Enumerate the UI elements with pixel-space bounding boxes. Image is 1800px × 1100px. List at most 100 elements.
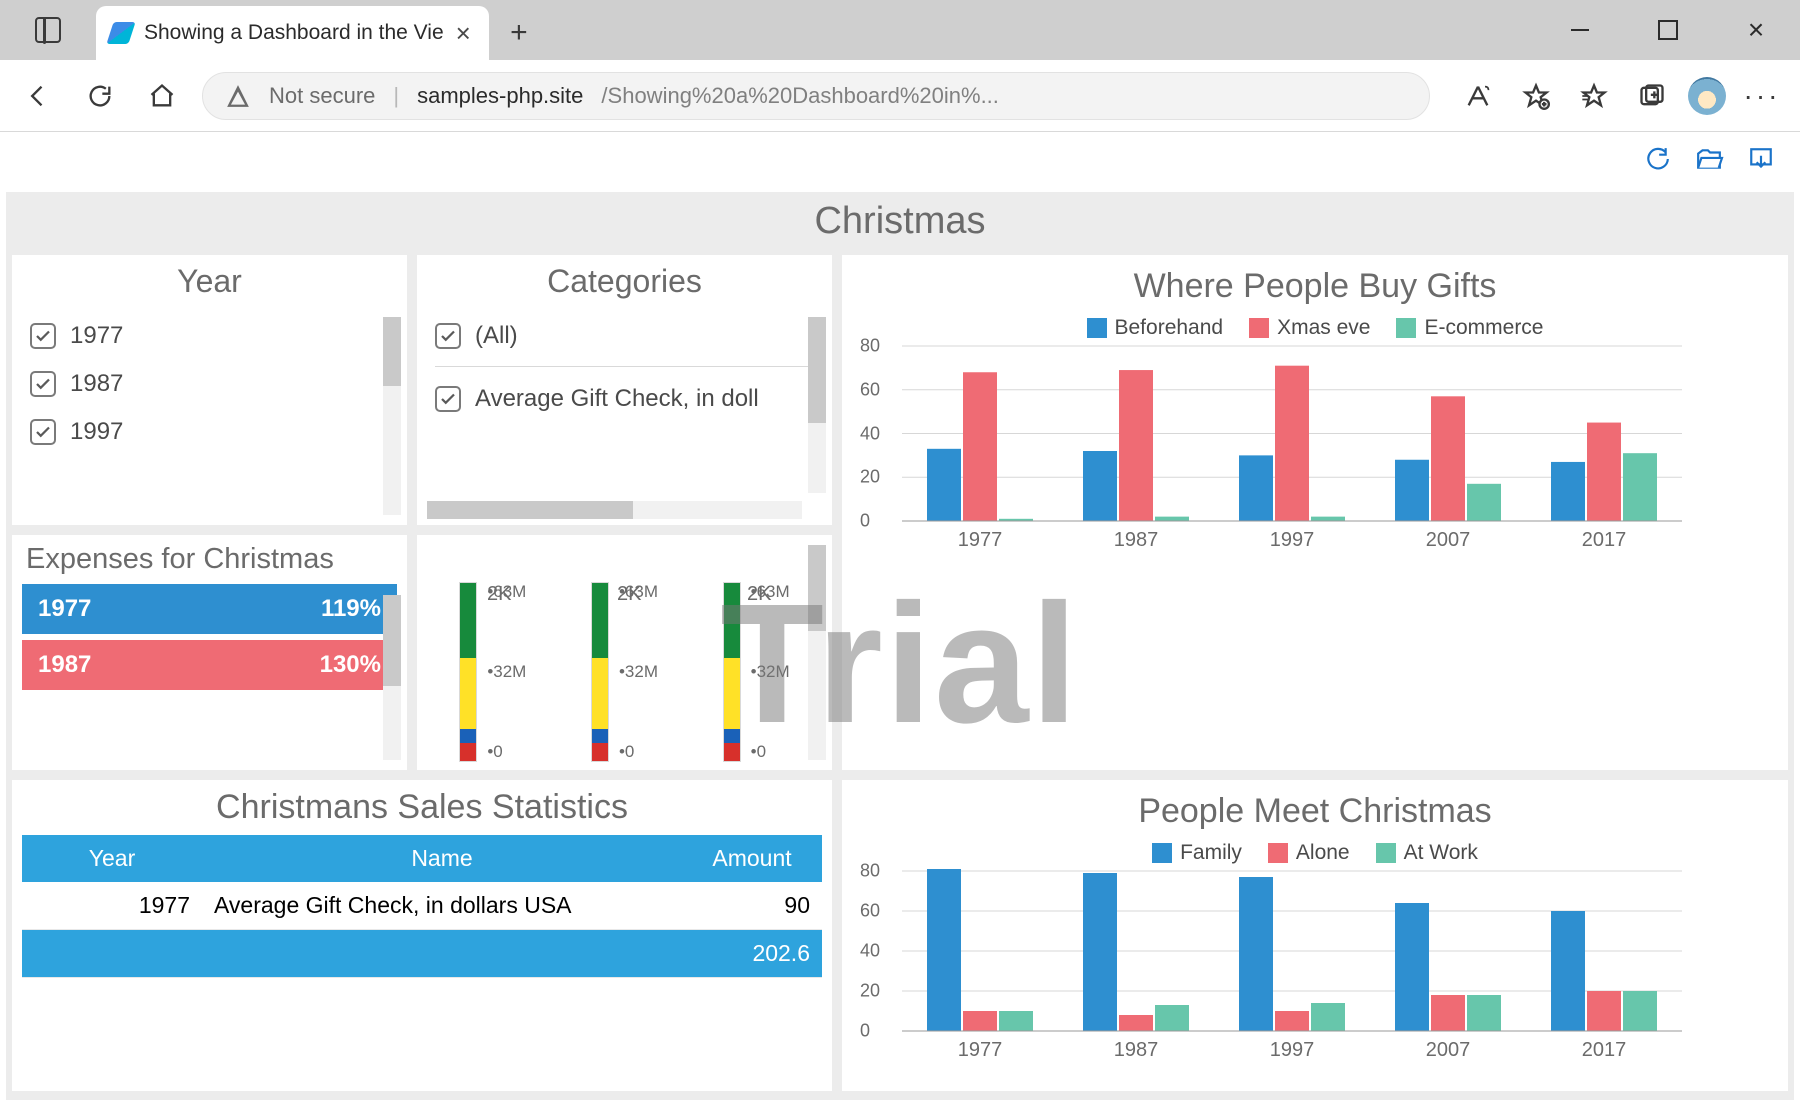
report-toolbar	[1642, 146, 1776, 172]
new-tab-button[interactable]: +	[489, 6, 549, 60]
x-tick-label: 2017	[1582, 529, 1627, 552]
year-filter-title: Year	[22, 263, 397, 300]
x-tick-label: 1987	[1114, 1039, 1159, 1062]
filter-item-label: (All)	[475, 322, 518, 350]
not-secure-icon	[225, 83, 251, 109]
table-header[interactable]: Year	[22, 835, 202, 882]
x-tick-label: 2017	[1582, 1039, 1627, 1062]
back-button[interactable]	[16, 74, 60, 118]
y-tick-label: 0	[860, 511, 870, 532]
gauge: 63M32M0	[591, 582, 658, 762]
categories-filter-card: Categories (All) Average Gift Check, in …	[417, 255, 832, 525]
meet-chart-plot: 02040608019771987199720072017	[902, 871, 1748, 1065]
profile-avatar[interactable]	[1688, 77, 1726, 115]
legend-item: Family	[1152, 841, 1242, 865]
legend-item: Alone	[1268, 841, 1350, 865]
refresh-button[interactable]	[78, 74, 122, 118]
dashboard-title: Christmas	[12, 198, 1788, 255]
legend-item: At Work	[1376, 841, 1478, 865]
filter-item-label: Average Gift Check, in doll	[475, 385, 759, 413]
year-scrollbar[interactable]	[383, 317, 401, 515]
categories-filter-title: Categories	[427, 263, 822, 300]
sales-table: YearNameAmount 1977 Average Gift Check, …	[22, 835, 822, 978]
meet-chart-title: People Meet Christmas	[852, 792, 1778, 831]
expense-year: 1987	[38, 651, 91, 679]
expense-year: 1977	[38, 595, 91, 623]
y-tick-label: 20	[860, 981, 880, 1002]
gifts-chart-card: Where People Buy Gifts Beforehand Xmas ev…	[842, 255, 1788, 770]
gifts-chart-plot: 02040608019771987199720072017	[902, 346, 1748, 555]
expenses-title: Expenses for Christmas	[22, 543, 397, 576]
table-header[interactable]: Name	[202, 835, 682, 882]
browser-titlebar: Showing a Dashboard in the Vie × + ×	[0, 0, 1800, 60]
gifts-chart-legend: BeforehandXmas eveE-commerce	[852, 316, 1778, 340]
home-button[interactable]	[140, 74, 184, 118]
address-bar[interactable]: Not secure | samples-php.site/Showing%20…	[202, 72, 1430, 120]
checkbox-icon	[30, 323, 56, 349]
gauge-value: 2K	[487, 583, 511, 606]
window-close-button[interactable]: ×	[1712, 0, 1800, 60]
sales-table-title: Christmans Sales Statistics	[22, 788, 822, 827]
checkbox-icon	[435, 323, 461, 349]
cell-name: Average Gift Check, in dollars USA	[202, 882, 682, 930]
x-tick-label: 1997	[1270, 529, 1315, 552]
window-maximize-button[interactable]	[1624, 0, 1712, 60]
legend-item: Beforehand	[1087, 316, 1224, 340]
expense-row[interactable]: 1987 130%	[22, 640, 397, 690]
checkbox-icon	[435, 386, 461, 412]
categories-hscrollbar[interactable]	[427, 501, 802, 519]
window-minimize-button[interactable]	[1536, 0, 1624, 60]
url-path: /Showing%20a%20Dashboard%20in%...	[601, 83, 998, 109]
collections-button[interactable]	[1630, 74, 1674, 118]
favorites-button[interactable]	[1572, 74, 1616, 118]
filter-item[interactable]: 1987	[30, 360, 393, 408]
table-row[interactable]: 1977 Average Gift Check, in dollars USA …	[22, 882, 822, 930]
filter-item[interactable]: Average Gift Check, in doll	[435, 366, 818, 423]
x-tick-label: 2007	[1426, 1039, 1471, 1062]
x-tick-label: 1997	[1270, 1039, 1315, 1062]
gifts-chart-title: Where People Buy Gifts	[852, 267, 1778, 306]
gauge: 63M32M0	[459, 582, 526, 762]
gauge: 63M32M0	[723, 582, 790, 762]
gauge-value: 2K	[617, 583, 641, 606]
tab-close-icon[interactable]: ×	[456, 20, 471, 46]
sales-table-card: Christmans Sales Statistics YearNameAmou…	[12, 780, 832, 1091]
table-header[interactable]: Amount	[682, 835, 822, 882]
expense-row[interactable]: 1977 119%	[22, 584, 397, 634]
tab-favicon	[106, 22, 135, 44]
x-tick-label: 1977	[958, 529, 1003, 552]
open-report-icon[interactable]	[1694, 146, 1724, 172]
cell-amount: 90	[682, 882, 822, 930]
y-tick-label: 60	[860, 379, 880, 400]
security-label: Not secure	[269, 83, 375, 109]
gauge-value: 2K	[747, 583, 771, 606]
add-favorite-button[interactable]	[1514, 74, 1558, 118]
filter-item[interactable]: 1977	[30, 312, 393, 360]
filter-item[interactable]: (All)	[435, 312, 818, 360]
y-tick-label: 40	[860, 423, 880, 444]
x-tick-label: 1987	[1114, 529, 1159, 552]
x-tick-label: 1977	[958, 1039, 1003, 1062]
filter-item-label: 1997	[70, 418, 123, 446]
meet-chart-legend: Family Alone At Work	[852, 841, 1778, 865]
more-menu-button[interactable]: ···	[1740, 74, 1784, 118]
expenses-scrollbar[interactable]	[383, 595, 401, 760]
y-tick-label: 20	[860, 467, 880, 488]
expense-pct: 119%	[321, 595, 381, 623]
categories-vscrollbar[interactable]	[808, 317, 826, 493]
refresh-report-icon[interactable]	[1642, 146, 1672, 172]
export-report-icon[interactable]	[1746, 146, 1776, 172]
filter-item[interactable]: 1997	[30, 408, 393, 456]
read-aloud-button[interactable]	[1456, 74, 1500, 118]
checkbox-icon	[30, 371, 56, 397]
gauges-scrollbar[interactable]	[808, 545, 826, 760]
meet-chart-card: People Meet Christmas Family Alone At Work…	[842, 780, 1788, 1091]
table-total-row: 202.6	[22, 930, 822, 978]
legend-item: Xmas eve	[1249, 316, 1370, 340]
y-tick-label: 80	[860, 336, 880, 357]
browser-tab[interactable]: Showing a Dashboard in the Vie ×	[96, 6, 489, 60]
y-tick-label: 40	[860, 941, 880, 962]
filter-item-label: 1977	[70, 322, 123, 350]
tab-title: Showing a Dashboard in the Vie	[144, 21, 444, 45]
tab-actions-button[interactable]	[0, 0, 96, 60]
